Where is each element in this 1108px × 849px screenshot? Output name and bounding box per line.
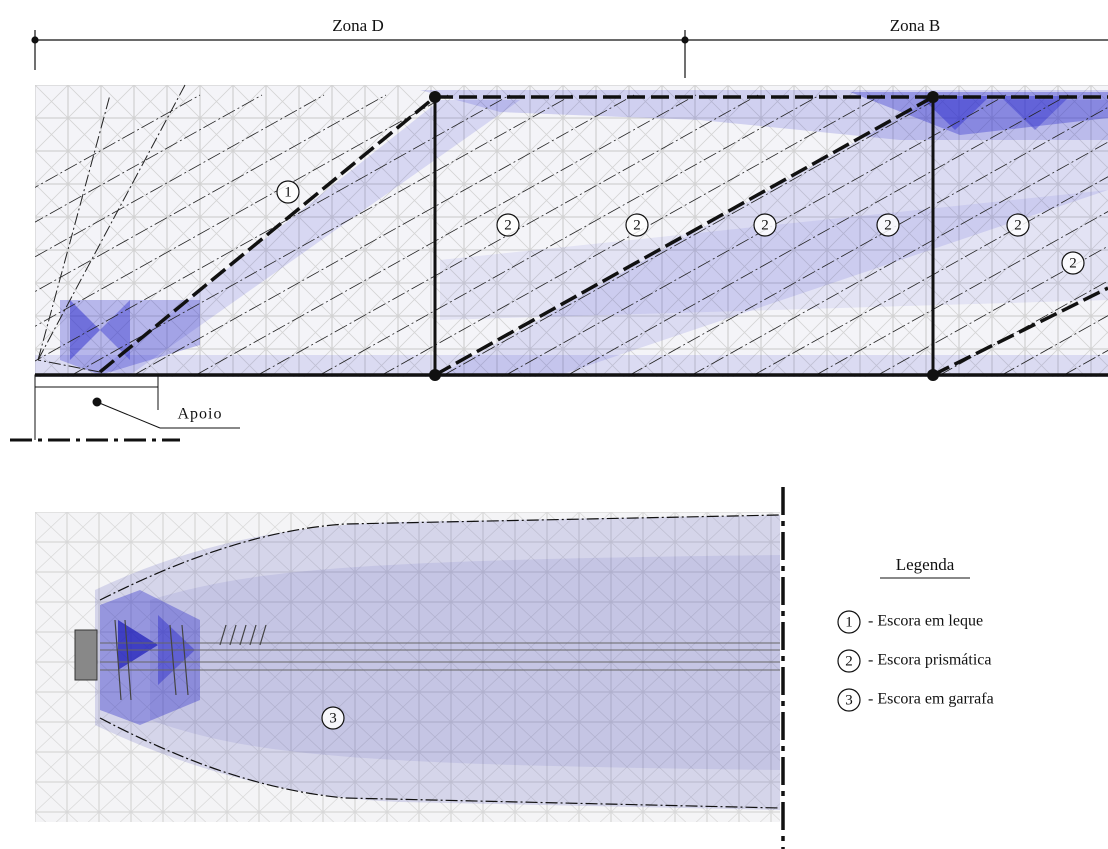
legend-marker: 1 bbox=[845, 614, 853, 630]
legend-marker: 2 bbox=[845, 653, 853, 669]
marker-label: 1 bbox=[284, 184, 292, 200]
marker-label: 2 bbox=[504, 217, 512, 233]
legend: 1 - Escora em leque 2 - Escora prismática 3-… bbox=[838, 611, 994, 711]
anchor-mesh bbox=[35, 512, 780, 822]
figure: Zona D Zona B bbox=[0, 0, 1108, 849]
legend-text: - Escora em leque bbox=[868, 613, 983, 630]
legend-title: Legenda bbox=[896, 555, 955, 574]
legend-text: - Escora prismática bbox=[868, 652, 992, 669]
marker-label: 2 bbox=[633, 217, 641, 233]
marker-label: 2 bbox=[1014, 217, 1022, 233]
marker-label: 2 bbox=[761, 217, 769, 233]
dimension-line bbox=[32, 30, 1108, 78]
marker-label: 2 bbox=[1069, 255, 1077, 271]
zone-label: Zona D bbox=[332, 16, 383, 35]
zone-label: Zona B bbox=[890, 16, 941, 35]
beam-mesh bbox=[0, 85, 1108, 377]
marker-label: 2 bbox=[884, 217, 892, 233]
legend-marker: 3 bbox=[845, 692, 853, 708]
marker-label: 3 bbox=[329, 710, 337, 726]
support-label: Apoio bbox=[178, 406, 223, 423]
legend-text: - Escora em garrafa bbox=[868, 691, 994, 708]
